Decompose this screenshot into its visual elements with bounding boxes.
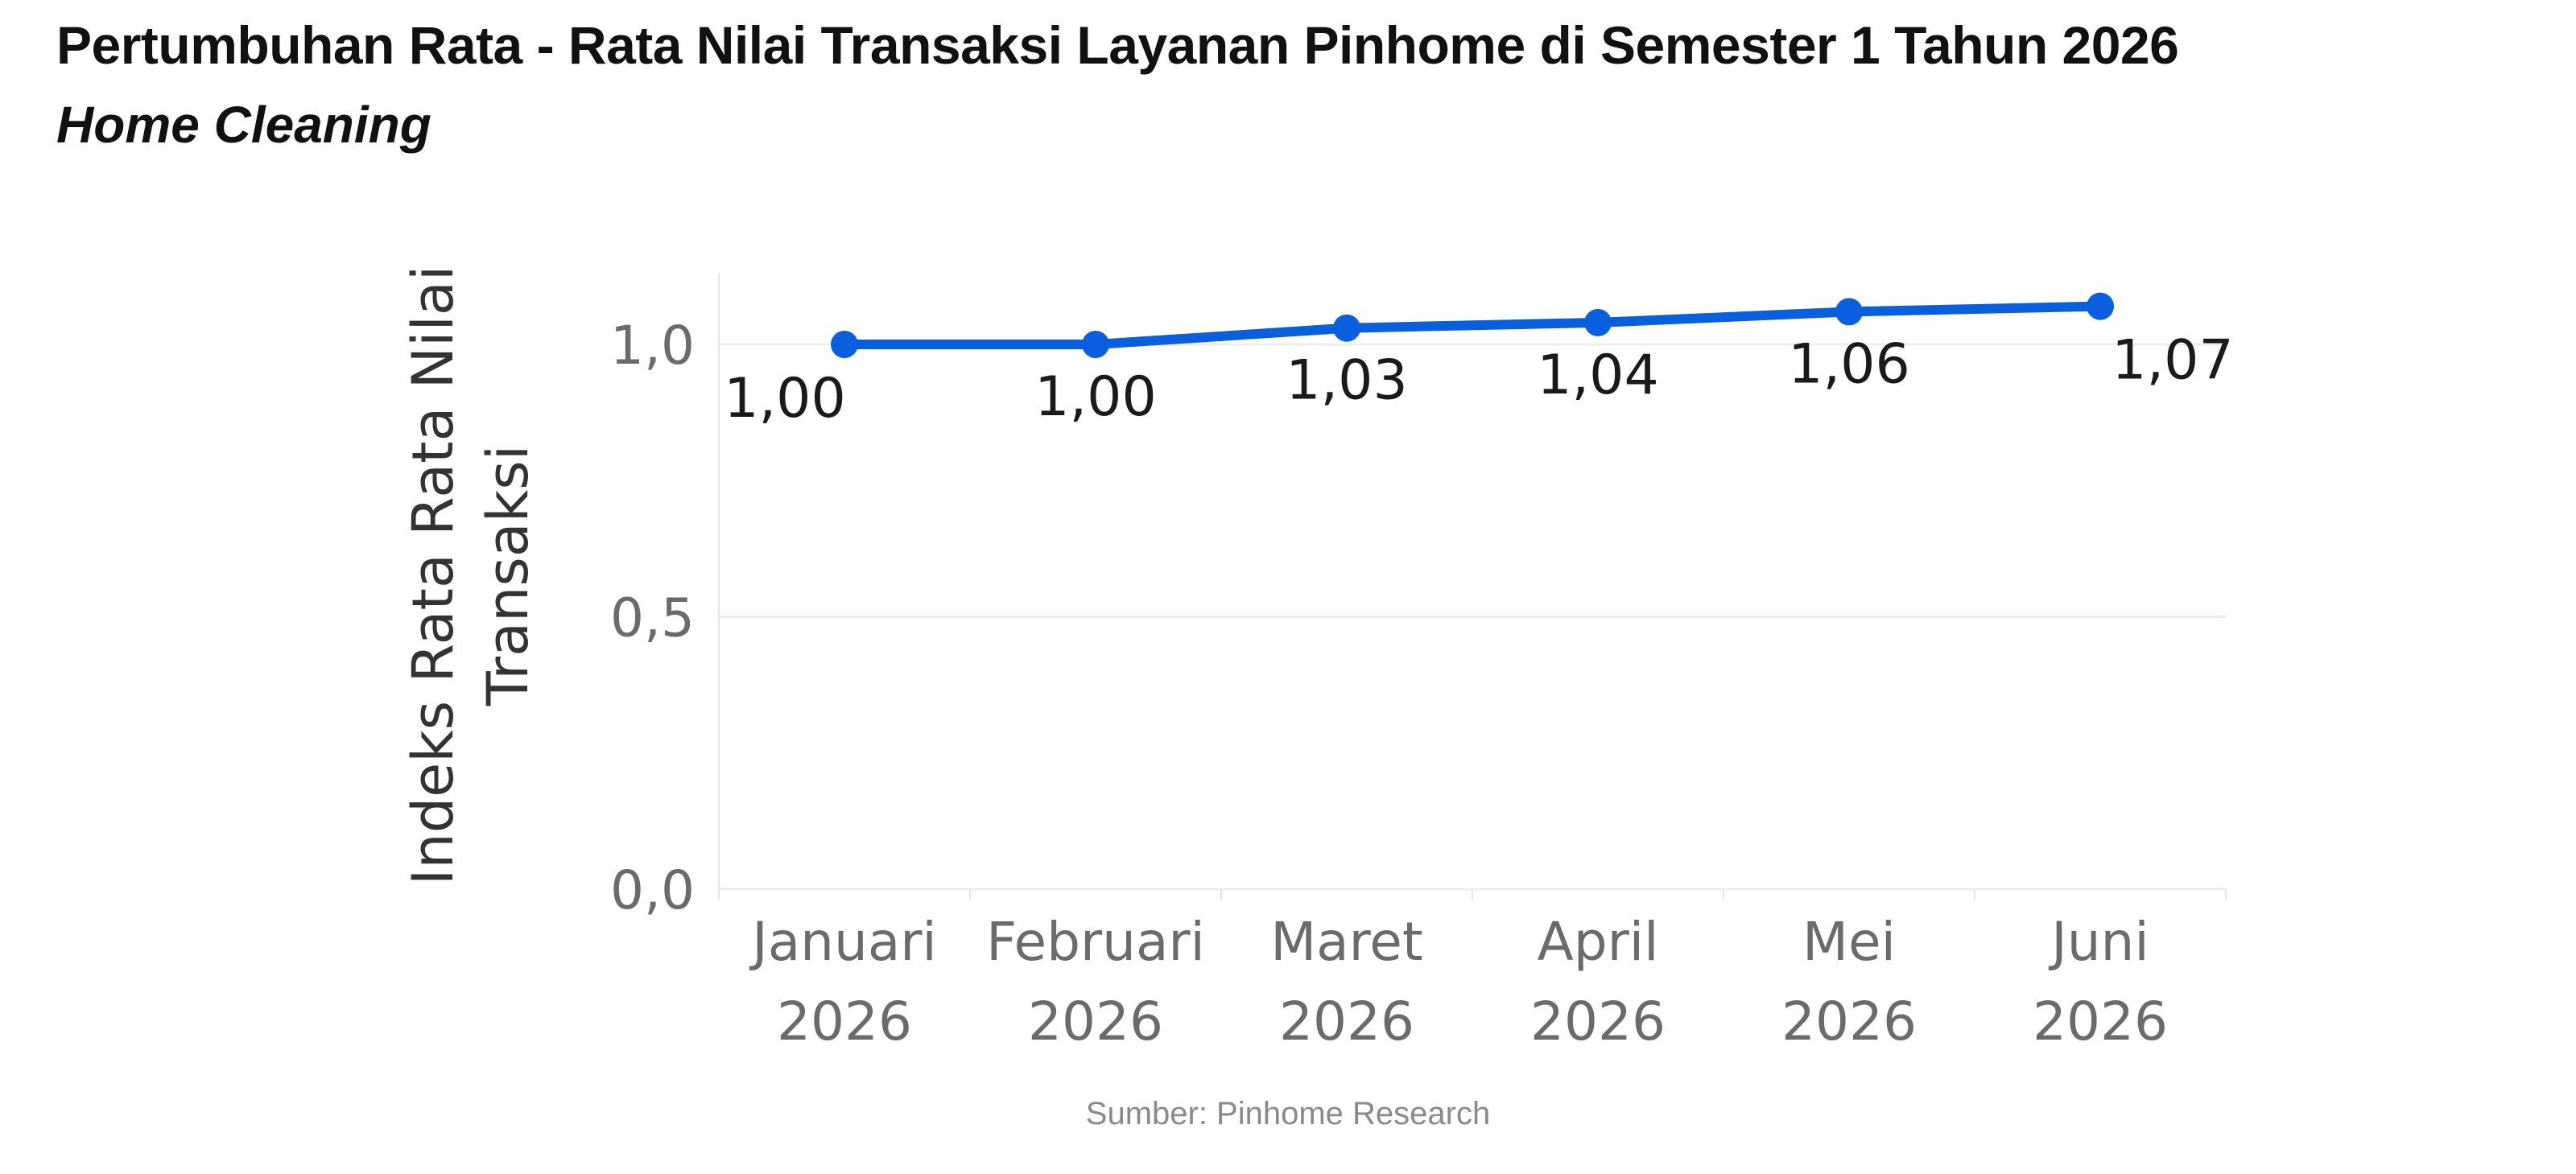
x-tick-label-year: 2026	[2033, 991, 2168, 1052]
data-label: 1,06	[1788, 332, 1909, 396]
x-tick-label-month: Januari	[749, 911, 937, 973]
data-label: 1,00	[724, 367, 845, 430]
x-tick-label-year: 2026	[777, 991, 912, 1052]
y-tick-label: 0,5	[610, 587, 695, 649]
x-tick-label-year: 2026	[1530, 991, 1666, 1052]
chart-subtitle: Home Cleaning	[56, 96, 431, 154]
series-line	[840, 301, 2105, 350]
x-tick-label-month: Mei	[1802, 911, 1896, 973]
x-tick-label-month: Juni	[2048, 911, 2149, 973]
data-label: 1,07	[2112, 329, 2233, 393]
data-point	[1835, 298, 1863, 326]
source-note: Sumber: Pinhome Research	[1085, 1096, 1491, 1131]
y-axis-title-line2: Transaksi	[475, 445, 541, 706]
chart-title: Pertumbuhan Rata - Rata Nilai Transaksi …	[56, 15, 2179, 75]
x-tick-label-year: 2026	[1028, 991, 1163, 1052]
data-label: 1,00	[1034, 365, 1156, 429]
data-point	[1584, 308, 1612, 336]
data-label: 1,03	[1286, 349, 1407, 413]
x-tick-label-year: 2026	[1279, 991, 1414, 1052]
data-point	[2087, 292, 2114, 320]
x-tick-label-month: Maret	[1270, 911, 1423, 973]
x-tick-label-year: 2026	[1781, 991, 1917, 1052]
y-tick-label: 0,0	[610, 859, 695, 921]
x-tick-label-month: Februari	[986, 911, 1205, 973]
y-axis-title-line1: Indeks Rata Rata Nilai	[400, 266, 466, 886]
y-tick-label: 1,0	[610, 315, 695, 377]
x-tick-label-month: April	[1538, 911, 1659, 973]
data-label: 1,04	[1537, 344, 1658, 407]
data-point	[1333, 314, 1360, 342]
data-point	[1082, 331, 1109, 359]
data-point	[831, 331, 858, 359]
